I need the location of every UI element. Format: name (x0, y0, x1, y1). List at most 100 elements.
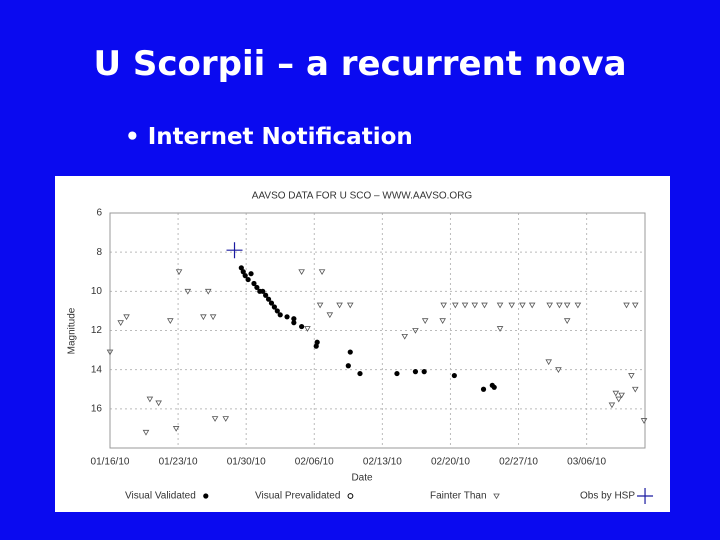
data-point (222, 416, 230, 422)
data-point (175, 269, 183, 276)
x-tick-label: 02/20/10 (431, 457, 470, 468)
data-point (336, 302, 343, 309)
bullet: • Internet Notification (125, 124, 413, 150)
data-point (238, 265, 244, 271)
data-point (496, 302, 504, 309)
legend-label: Visual Prevalidated (255, 491, 340, 502)
data-point (556, 302, 563, 309)
data-point (519, 302, 526, 309)
chart-background (55, 176, 670, 512)
data-point (248, 271, 254, 277)
data-point (254, 284, 260, 291)
data-point (480, 386, 487, 392)
data-point (481, 302, 488, 309)
data-point (439, 318, 446, 325)
data-point (421, 369, 427, 375)
data-point (412, 369, 419, 375)
y-tick-label: 12 (91, 325, 103, 336)
data-point (421, 318, 429, 325)
data-point (209, 314, 217, 321)
x-tick-label: 03/06/10 (567, 457, 606, 468)
x-tick-label: 02/13/10 (363, 457, 402, 468)
slide-title: U Scorpii – a recurrent nova (93, 44, 627, 84)
data-point (106, 349, 114, 356)
data-point (167, 318, 174, 325)
data-point (291, 316, 297, 322)
chart-title: AAVSO DATA FOR U SCO – WWW.AAVSO.ORG (252, 191, 473, 202)
data-point (155, 400, 162, 407)
data-point (628, 373, 635, 379)
x-tick-label: 01/16/10 (91, 457, 130, 468)
data-point (146, 396, 154, 403)
data-point (612, 390, 620, 397)
data-point (226, 242, 243, 259)
bullet-text: Internet Notification (147, 124, 413, 150)
data-point (268, 300, 275, 306)
data-point (546, 302, 553, 309)
data-point (528, 302, 536, 309)
data-point (394, 370, 400, 377)
data-point (172, 426, 180, 432)
y-tick-label: 8 (96, 247, 102, 258)
data-point (299, 323, 305, 330)
plot-frame (109, 212, 646, 449)
data-point (452, 302, 459, 309)
x-tick-label: 02/06/10 (295, 457, 334, 468)
data-point (200, 314, 207, 321)
legend-marker (347, 493, 354, 499)
data-point (284, 314, 290, 320)
data-point (211, 416, 219, 422)
data-point (471, 302, 479, 309)
data-point (440, 302, 447, 309)
data-point (563, 302, 571, 309)
data-point (265, 296, 272, 302)
legend-label: Visual Validated (125, 491, 196, 502)
legend-marker (203, 493, 209, 499)
data-point (357, 370, 363, 377)
data-point (314, 339, 320, 345)
y-axis-label: Magnitude (67, 307, 78, 354)
data-point (563, 318, 571, 325)
data-point (123, 314, 130, 321)
x-tick-label: 02/27/10 (499, 457, 538, 468)
data-point (640, 418, 648, 424)
data-point (142, 429, 150, 436)
x-axis-label: Date (351, 473, 373, 484)
data-point (316, 302, 324, 309)
data-point (204, 288, 212, 295)
data-point (491, 384, 497, 390)
data-point (545, 359, 552, 366)
data-point (184, 288, 192, 295)
legend-label: Obs by HSP (580, 491, 635, 502)
data-point (451, 372, 457, 379)
data-point (240, 269, 246, 275)
data-point (401, 333, 409, 340)
data-point (271, 304, 277, 310)
data-point (508, 302, 516, 309)
data-point (298, 269, 305, 276)
data-point (346, 302, 354, 309)
data-point (242, 273, 248, 279)
data-point (631, 302, 639, 309)
data-point (326, 312, 334, 319)
data-point (412, 328, 419, 334)
data-point (117, 320, 124, 326)
data-point (304, 326, 311, 332)
data-point (291, 320, 297, 326)
data-point (263, 292, 269, 298)
data-point (313, 343, 319, 349)
legend-marker (637, 488, 654, 504)
legend-label: Fainter Than (430, 491, 487, 502)
data-point (496, 326, 504, 332)
y-tick-label: 16 (91, 403, 103, 414)
data-point (615, 396, 623, 403)
data-point (274, 308, 280, 314)
data-point (245, 276, 251, 283)
data-point (618, 392, 625, 399)
legend-marker (493, 493, 500, 500)
data-point (608, 402, 616, 409)
data-point (277, 312, 283, 318)
x-tick-label: 01/30/10 (227, 457, 266, 468)
data-point (631, 386, 639, 393)
